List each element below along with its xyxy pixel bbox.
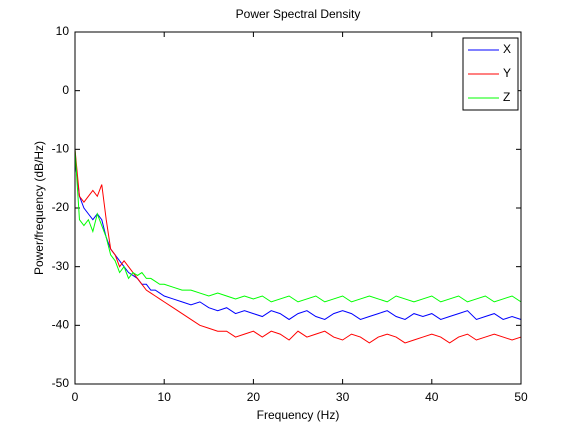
legend-label: Z — [503, 90, 510, 104]
x-tick-label: 40 — [425, 390, 439, 404]
x-tick-label: 30 — [336, 390, 350, 404]
x-tick-label: 20 — [247, 390, 261, 404]
y-tick-label: -10 — [52, 142, 70, 156]
y-tick-label: -30 — [52, 259, 70, 273]
y-tick-label: -20 — [52, 200, 70, 214]
y-tick-label: 0 — [62, 83, 69, 97]
y-axis-label: Power/frequency (dB/Hz) — [32, 141, 46, 275]
legend-label: X — [503, 42, 511, 56]
y-tick-label: -50 — [52, 376, 70, 390]
series-line — [74, 149, 522, 303]
legend-label: Y — [503, 66, 511, 80]
x-tick-label: 50 — [514, 390, 528, 404]
x-axis-label: Frequency (Hz) — [257, 408, 340, 422]
axes-box — [74, 31, 522, 385]
x-tick-label: 0 — [72, 390, 79, 404]
series-line — [74, 161, 522, 321]
y-tick-label: -40 — [52, 318, 70, 332]
y-tick-label: 10 — [56, 24, 70, 38]
series-line — [74, 149, 522, 344]
x-tick-label: 10 — [158, 390, 172, 404]
chart-title: Power Spectral Density — [236, 7, 361, 21]
